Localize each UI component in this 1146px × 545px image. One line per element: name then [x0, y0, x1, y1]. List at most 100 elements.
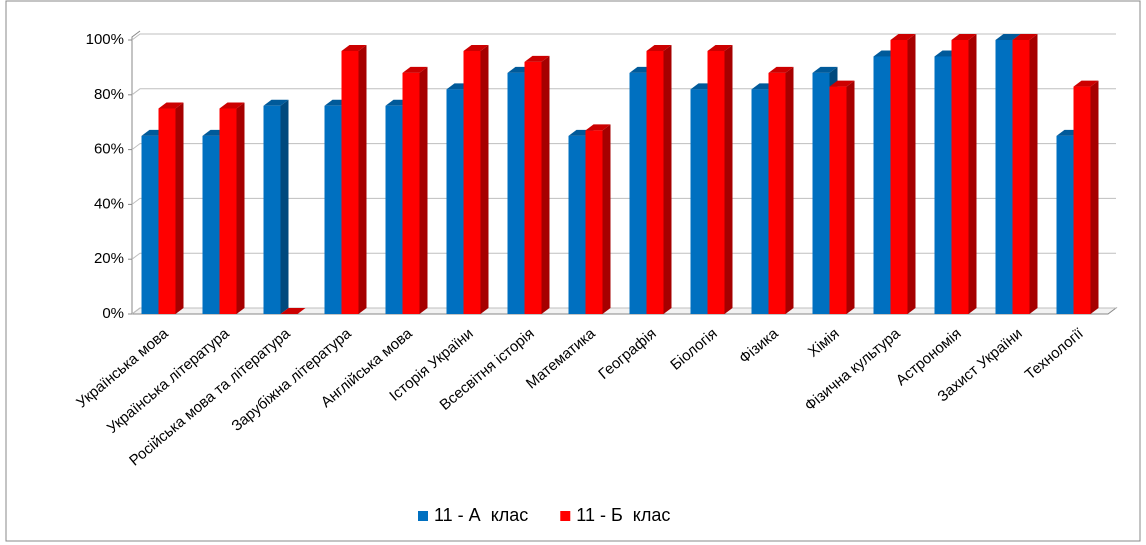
bar-front — [446, 89, 464, 314]
bar-front — [751, 89, 769, 314]
bar-front — [890, 40, 908, 314]
bar — [524, 55, 550, 315]
bar-front — [141, 135, 159, 314]
bar-top — [768, 66, 794, 73]
bar — [951, 34, 977, 314]
bar-top — [158, 102, 184, 109]
bar-top — [219, 102, 245, 109]
bar — [158, 102, 184, 314]
bar — [341, 44, 367, 315]
bar-front — [629, 72, 647, 314]
bar-front — [219, 108, 237, 314]
bar-top — [890, 34, 916, 40]
bar-front — [402, 72, 420, 314]
bar — [585, 124, 611, 314]
bar-side — [419, 66, 428, 314]
bar-top — [341, 44, 367, 51]
bar-front — [385, 105, 403, 314]
bar-front — [341, 50, 359, 315]
bar — [463, 44, 489, 315]
bar-top — [707, 44, 733, 51]
bar-top — [585, 124, 611, 131]
bar-front — [934, 56, 952, 314]
bar-top — [1012, 34, 1038, 40]
bar — [402, 66, 428, 314]
x-tick-label: Фізика — [736, 325, 782, 368]
bar-top — [280, 308, 306, 314]
bar-side — [907, 34, 916, 314]
bar-side — [280, 99, 289, 314]
bar — [280, 308, 306, 314]
x-tick-label: Географія — [595, 325, 659, 383]
bar-side — [175, 102, 184, 314]
y-tick-label: 100% — [86, 31, 124, 48]
bar-side — [358, 44, 367, 315]
bar-front — [707, 50, 725, 315]
bar — [219, 102, 245, 314]
bar-front — [158, 108, 176, 314]
bar-side — [724, 44, 733, 315]
bar-front — [324, 105, 342, 314]
bar-front — [768, 72, 786, 314]
x-tick-label: Біологія — [667, 325, 720, 374]
bar-front — [463, 50, 481, 315]
bar-top — [1073, 80, 1099, 87]
bar-side — [785, 66, 794, 314]
bar-front — [646, 50, 664, 315]
bar — [1012, 34, 1038, 314]
bar — [646, 44, 672, 315]
bar-front — [202, 135, 220, 314]
y-tick-label: 40% — [94, 195, 124, 212]
y-tick-label: 0% — [102, 305, 124, 322]
bar — [263, 99, 289, 314]
bar — [768, 66, 794, 314]
bar-front — [690, 89, 708, 314]
bar-front — [1073, 86, 1091, 314]
x-tick-label: Хімія — [805, 325, 843, 361]
bar-front — [568, 135, 586, 314]
axis-wall — [131, 30, 141, 314]
bar-side — [663, 44, 672, 315]
bar — [707, 44, 733, 315]
bar-top — [812, 66, 838, 73]
bar-side — [846, 80, 855, 314]
y-tick-label: 60% — [94, 141, 124, 158]
bar-side — [968, 34, 977, 314]
x-tick-label: Технології — [1022, 325, 1087, 384]
bar-front — [829, 86, 847, 314]
bar — [829, 80, 855, 314]
legend-label: 11 - А клас — [434, 505, 528, 525]
bar-front — [263, 105, 281, 314]
bar-front — [524, 61, 542, 314]
legend-swatch — [560, 511, 571, 521]
bar-side — [541, 55, 550, 315]
bar — [1073, 80, 1099, 314]
bar-side — [480, 44, 489, 315]
bar-top — [829, 80, 855, 87]
bar-front — [1056, 135, 1074, 314]
bar-side — [1029, 34, 1038, 314]
legend-swatch — [418, 511, 428, 521]
bar-top — [524, 55, 550, 62]
bar-front — [995, 40, 1013, 314]
bar-side — [236, 102, 245, 314]
y-tick-label: 20% — [94, 250, 124, 267]
bar-front — [507, 72, 525, 314]
bar-top — [463, 44, 489, 51]
bar-front — [951, 40, 969, 314]
bar-top — [402, 66, 428, 73]
bar-top — [995, 34, 1021, 40]
bar-top — [951, 34, 977, 40]
x-tick-label: Зарубіжна література — [228, 325, 355, 435]
bar-front — [1012, 40, 1030, 314]
bar-top — [263, 99, 289, 106]
bar-top — [646, 44, 672, 51]
bar-front — [812, 72, 830, 314]
grid-line — [131, 33, 1116, 41]
bar-front — [585, 130, 603, 314]
bar-side — [602, 124, 611, 314]
bar-side — [1090, 80, 1099, 314]
y-tick-label: 80% — [94, 86, 124, 103]
chart-frame — [5, 0, 1141, 542]
